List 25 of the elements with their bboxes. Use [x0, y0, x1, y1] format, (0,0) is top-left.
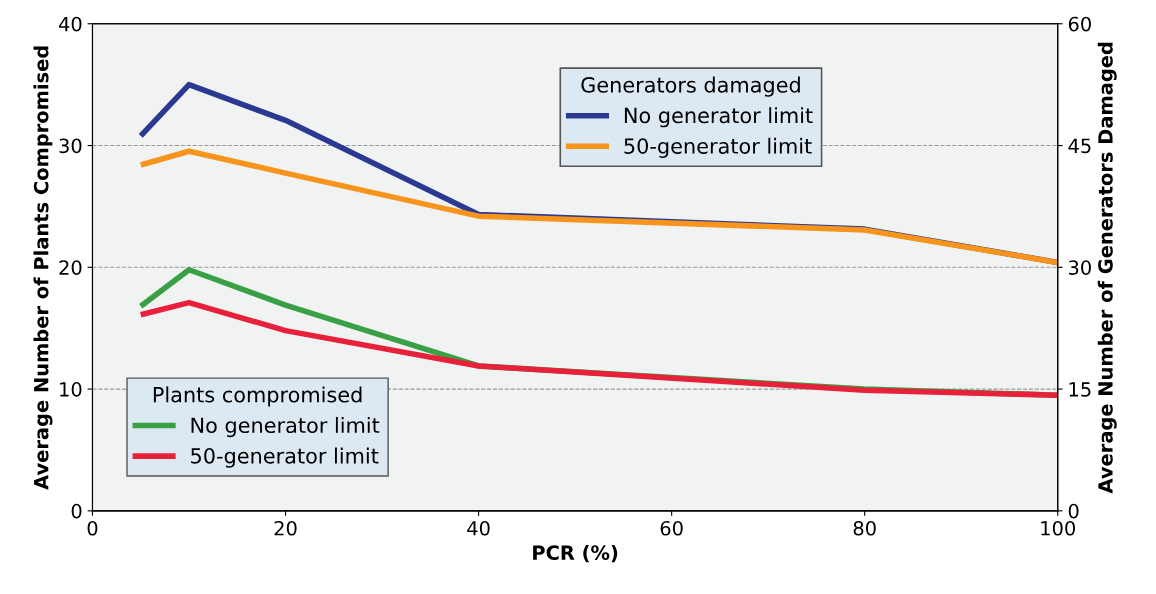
- y-tick-label: 20: [59, 260, 82, 275]
- y-tick-label: 10: [60, 382, 82, 397]
- y2-tick-label: 30: [1068, 260, 1091, 275]
- y-tick-label: 30: [59, 138, 82, 154]
- x-tick-label: 40: [467, 520, 490, 536]
- x-axis-title: PCR (%): [533, 544, 618, 563]
- text: Generators damaged: [581, 76, 800, 97]
- y2-tick-label: 15: [1069, 382, 1091, 397]
- x-tick-label: 0: [87, 520, 98, 536]
- text: Plants compromised: [153, 386, 362, 407]
- y2-tick-label: 45: [1068, 138, 1091, 154]
- y-tick-label: 40: [58, 16, 82, 32]
- legend-label: No generator limit: [624, 107, 813, 128]
- x-tick-label: 20: [274, 520, 297, 536]
- legend-label: No generator limit: [191, 416, 380, 438]
- legend-label: 50-generator limit: [191, 447, 379, 468]
- y2-tick-label: 60: [1068, 16, 1091, 32]
- y-axis-title: Average Number of Plants Compromised: [33, 46, 53, 490]
- legend-label: 50-generator limit: [624, 137, 812, 158]
- y2-tick-label: 0: [1068, 503, 1079, 519]
- y2-axis-title: Average Number of Generators Damaged: [1097, 42, 1117, 494]
- x-tick-label: 80: [853, 520, 876, 536]
- x-tick-label: 60: [660, 520, 683, 536]
- y-tick-label: 0: [71, 503, 82, 519]
- x-tick-label: 100: [1041, 520, 1076, 536]
